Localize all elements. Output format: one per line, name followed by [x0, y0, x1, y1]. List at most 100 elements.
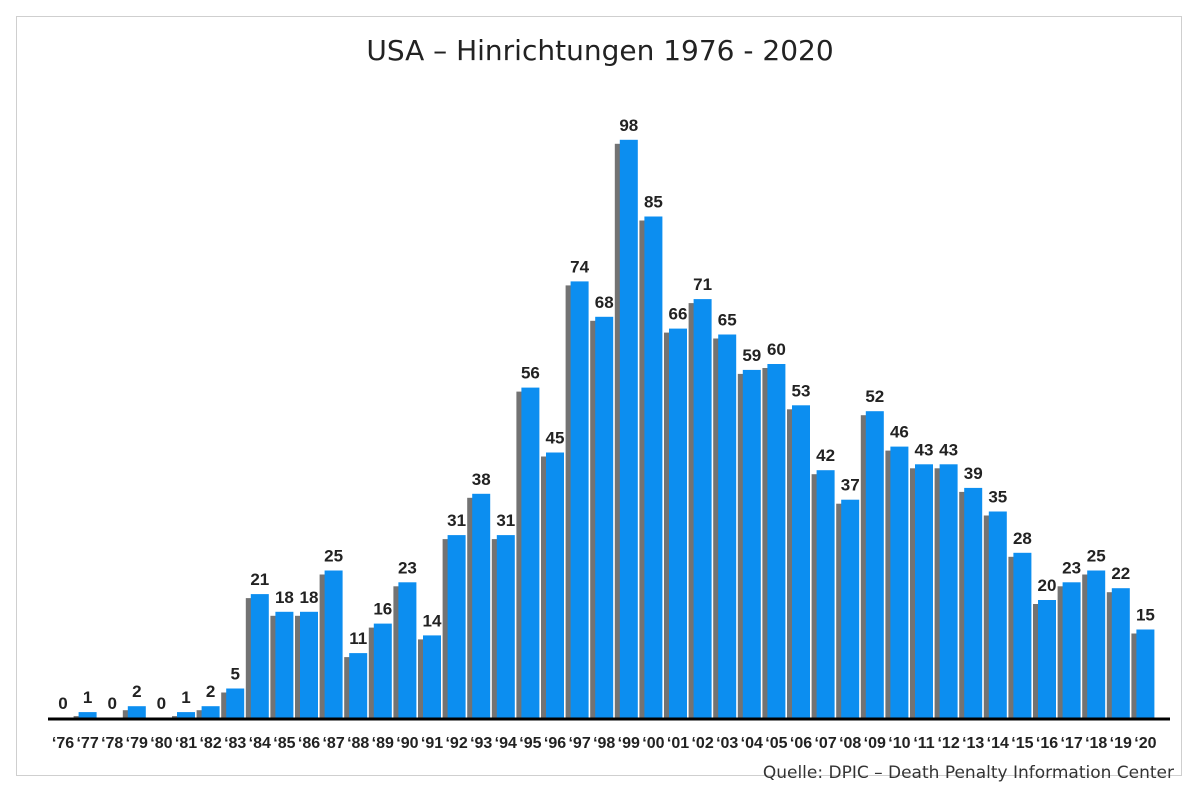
x-tick-label: ‘87	[322, 735, 344, 752]
x-tick-label: ‘12	[937, 735, 959, 752]
bar-92	[447, 535, 466, 718]
data-label: 59	[742, 346, 761, 365]
bar-91	[423, 635, 441, 718]
x-tick-label: ‘20	[1134, 735, 1156, 752]
data-label: 15	[1136, 606, 1155, 625]
x-tick-label: ‘79	[126, 735, 148, 752]
bar-20	[1136, 629, 1155, 718]
x-tick-label: ‘84	[249, 735, 271, 752]
data-label: 46	[890, 423, 909, 442]
x-tick-label: ‘15	[1011, 735, 1033, 752]
data-label: 42	[816, 446, 835, 465]
bar-89	[373, 623, 392, 718]
data-label: 31	[496, 511, 515, 530]
data-label: 66	[669, 305, 688, 324]
x-tick-label: ‘92	[445, 735, 467, 752]
bar-98	[595, 316, 614, 718]
bar-95	[521, 387, 540, 718]
x-tick-label: ‘02	[691, 735, 713, 752]
data-label: 38	[472, 470, 491, 489]
bar-84	[250, 594, 269, 718]
bar-88	[349, 653, 368, 718]
x-tick-label: ‘81	[175, 735, 197, 752]
bar-03	[718, 334, 737, 718]
data-label: 74	[570, 257, 589, 276]
data-label: 0	[107, 694, 116, 713]
x-tick-label: ‘16	[1036, 735, 1058, 752]
x-tick-label: ‘94	[495, 735, 517, 752]
bar-04	[742, 369, 761, 718]
bar-18	[1087, 570, 1106, 718]
data-label: 98	[619, 116, 638, 135]
data-label: 18	[300, 588, 319, 607]
data-label: 20	[1038, 576, 1057, 595]
x-tick-label: ‘80	[150, 735, 172, 752]
x-tick-label: ‘90	[396, 735, 418, 752]
data-label: 85	[644, 193, 663, 212]
bar-01	[669, 328, 687, 718]
data-label: 18	[275, 588, 294, 607]
data-label: 0	[157, 694, 166, 713]
x-tick-label: ‘05	[765, 735, 787, 752]
x-tick-label: ‘14	[987, 735, 1009, 752]
data-label: 25	[1087, 547, 1106, 566]
source-note: Quelle: DPIC – Death Penalty Information…	[762, 763, 1174, 783]
bar-00	[644, 216, 663, 718]
bar-90	[398, 582, 417, 718]
bar-11	[915, 464, 933, 718]
data-label: 43	[915, 440, 934, 459]
bar-97	[570, 281, 589, 718]
bar-79	[127, 706, 146, 718]
x-tick-label: ‘06	[790, 735, 812, 752]
x-tick-label: ‘76	[52, 735, 74, 752]
data-label: 0	[58, 694, 67, 713]
data-label: 28	[1013, 529, 1032, 548]
x-tick-label: ‘18	[1085, 735, 1107, 752]
bar-10	[890, 446, 909, 718]
data-label: 22	[1111, 564, 1130, 583]
data-label: 43	[939, 440, 958, 459]
bar-96	[546, 452, 564, 718]
x-tick-label: ‘19	[1110, 735, 1132, 752]
data-label: 65	[718, 311, 737, 330]
data-label: 52	[865, 387, 884, 406]
data-label: 23	[1062, 558, 1081, 577]
bar-99	[619, 139, 638, 719]
data-label: 71	[693, 275, 712, 294]
data-label: 11	[349, 629, 367, 648]
x-tick-label: ‘88	[347, 735, 369, 752]
x-tick-label: ‘01	[667, 735, 689, 752]
bar-77	[78, 712, 97, 718]
x-tick-label: ‘13	[962, 735, 984, 752]
x-tick-label: ‘03	[716, 735, 738, 752]
data-label: 2	[206, 682, 215, 701]
data-label: 1	[181, 688, 190, 707]
x-tick-label: ‘99	[618, 735, 640, 752]
data-label: 5	[230, 665, 239, 684]
bar-09	[865, 411, 884, 718]
x-tick-label: ‘78	[101, 735, 123, 752]
data-label: 16	[373, 600, 392, 619]
bar-02	[693, 299, 712, 718]
x-tick-label: ‘07	[814, 735, 836, 752]
chart-title: USA – Hinrichtungen 1976 - 2020	[366, 34, 834, 67]
bar-83	[226, 688, 245, 718]
data-label: 21	[250, 570, 269, 589]
bars-group	[73, 139, 1155, 719]
bar-85	[275, 611, 294, 718]
data-label: 53	[792, 381, 811, 400]
x-tick-label: ‘11	[913, 735, 934, 752]
data-label: 31	[447, 511, 466, 530]
bar-05	[767, 364, 786, 718]
x-tick-label: ‘00	[642, 735, 664, 752]
x-tick-label: ‘91	[421, 735, 443, 752]
bar-13	[964, 487, 983, 718]
bar-87	[324, 570, 343, 718]
data-label: 45	[546, 429, 565, 448]
bar-16	[1038, 600, 1056, 718]
data-label: 1	[83, 688, 92, 707]
bar-94	[496, 535, 515, 718]
x-tick-label: ‘86	[298, 735, 320, 752]
data-label: 60	[767, 340, 786, 359]
